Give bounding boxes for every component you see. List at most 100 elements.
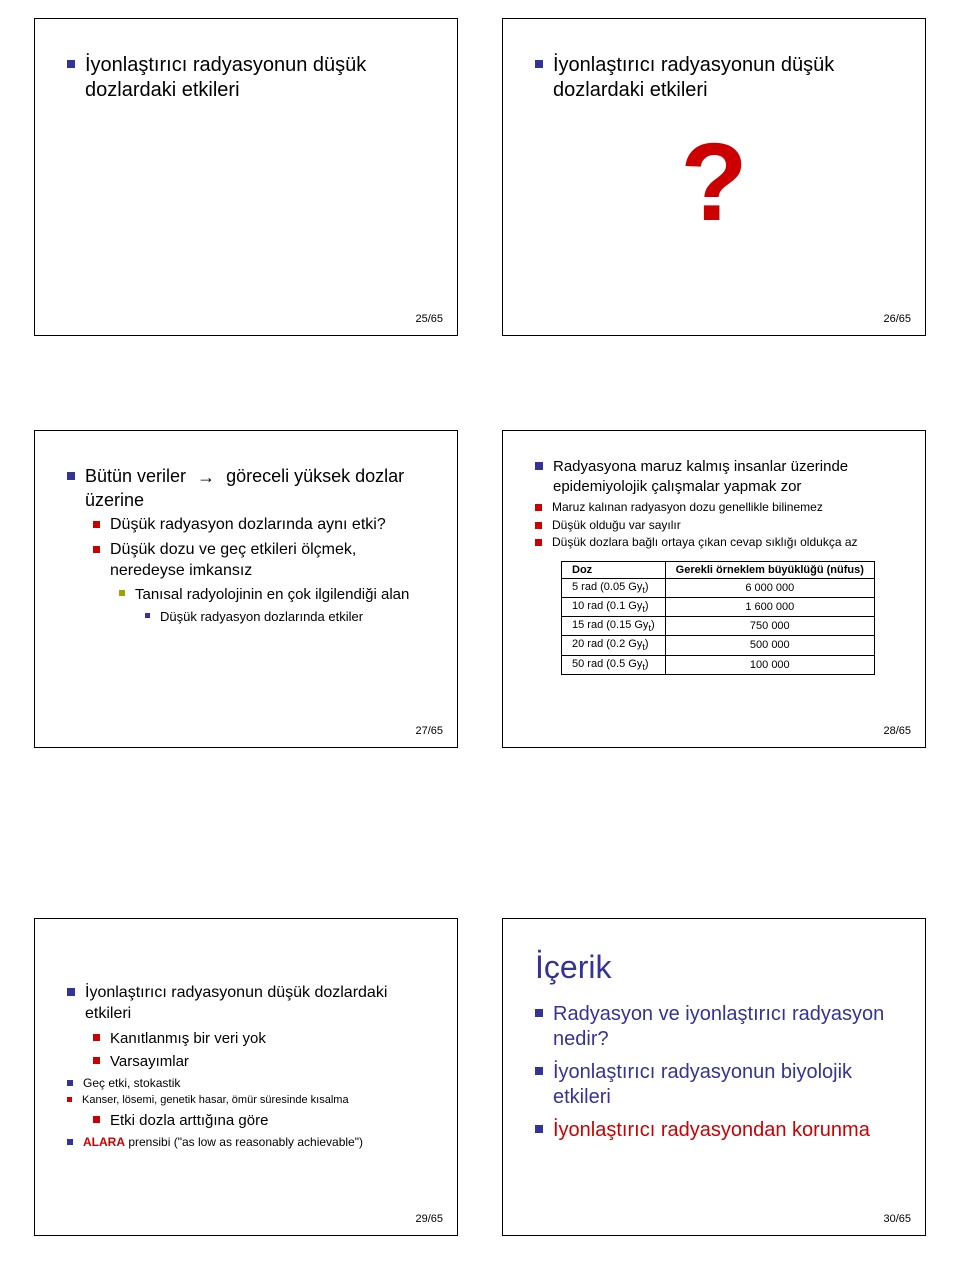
bullet-text: Kanser, lösemi, genetik hasar, ömür süre… — [82, 1093, 349, 1107]
sample-size-table: Doz Gerekli örneklem büyüklüğü (nüfus) 5… — [561, 561, 875, 675]
square-bullet-icon — [67, 1139, 73, 1145]
square-bullet-icon — [67, 988, 75, 996]
bullet-item: Tanısal radyolojinin en çok ilgilendiği … — [119, 585, 425, 605]
bullet-item: İyonlaştırıcı radyasyonun düşük dozlarda… — [67, 983, 425, 1025]
bullet-item: Etki dozla arttığına göre — [93, 1111, 425, 1131]
slide-27: Bütün veriler → göreceli yüksek dozlar ü… — [34, 430, 458, 748]
page-number: 30/65 — [883, 1213, 911, 1225]
square-bullet-icon — [93, 546, 100, 553]
square-bullet-icon — [67, 472, 75, 480]
page-number: 29/65 — [415, 1213, 443, 1225]
bullet-text: İyonlaştırıcı radyasyonun düşük dozlarda… — [85, 983, 425, 1025]
bullet-text: Düşük radyasyon dozlarında aynı etki? — [110, 515, 386, 536]
bullet-item: İyonlaştırıcı radyasyonun biyolojik etki… — [535, 1060, 893, 1110]
table-row: 10 rad (0.1 Gyt)1 600 000 — [562, 597, 875, 616]
table-cell: 100 000 — [665, 655, 874, 674]
slide-25: İyonlaştırıcı radyasyonun düşük dozlarda… — [34, 18, 458, 336]
bullet-text: Geç etki, stokastik — [83, 1076, 180, 1092]
table-cell: 20 rad (0.2 Gyt) — [562, 636, 666, 655]
square-bullet-icon — [535, 1067, 543, 1075]
square-bullet-icon — [535, 522, 542, 529]
bullet-text: Düşük olduğu var sayılır — [552, 518, 681, 534]
bullet-item: Düşük olduğu var sayılır — [535, 518, 893, 534]
text-part: Bütün veriler — [85, 466, 186, 486]
bullet-text: Düşük dozu ve geç etkileri ölçmek, nered… — [110, 540, 425, 582]
square-bullet-icon — [535, 1125, 543, 1133]
bullet-item: Kanıtlanmış bir veri yok — [93, 1029, 425, 1049]
square-bullet-icon — [93, 1057, 100, 1064]
table-row: 15 rad (0.15 Gyt)750 000 — [562, 617, 875, 636]
bullet-text: ALARA prensibi ("as low as reasonably ac… — [83, 1135, 363, 1151]
table-header: Gerekli örneklem büyüklüğü (nüfus) — [665, 561, 874, 578]
table-cell: 750 000 — [665, 617, 874, 636]
bullet-item: Düşük dozlara bağlı ortaya çıkan cevap s… — [535, 535, 893, 551]
bullet-item: Geç etki, stokastik — [67, 1076, 425, 1092]
bullet-text: İyonlaştırıcı radyasyonun düşük dozlarda… — [85, 53, 425, 103]
bullet-text: İyonlaştırıcı radyasyonun biyolojik etki… — [553, 1060, 893, 1110]
square-bullet-icon — [119, 590, 125, 596]
slide-title: İçerik — [535, 949, 893, 986]
table-body: 5 rad (0.05 Gyt)6 000 00010 rad (0.1 Gyt… — [562, 578, 875, 674]
square-bullet-icon — [535, 539, 542, 546]
alara-desc: prensibi ("as low as reasonably achievab… — [125, 1135, 363, 1149]
bullet-text: Varsayımlar — [110, 1052, 189, 1072]
square-bullet-icon — [67, 1080, 73, 1086]
bullet-text: Maruz kalınan radyasyon dozu genellikle … — [552, 500, 823, 516]
table-cell: 15 rad (0.15 Gyt) — [562, 617, 666, 636]
table-cell: 5 rad (0.05 Gyt) — [562, 578, 666, 597]
table-row: 50 rad (0.5 Gyt)100 000 — [562, 655, 875, 674]
bullet-item: Düşük radyasyon dozlarında etkiler — [145, 609, 425, 626]
bullet-item: Kanser, lösemi, genetik hasar, ömür süre… — [67, 1093, 425, 1107]
bullet-text: İyonlaştırıcı radyasyonun düşük dozlarda… — [553, 53, 893, 103]
handout-page: İyonlaştırıcı radyasyonun düşük dozlarda… — [0, 0, 960, 1277]
bullet-text: Tanısal radyolojinin en çok ilgilendiği … — [135, 585, 409, 605]
square-bullet-icon — [535, 1009, 543, 1017]
square-bullet-icon — [67, 60, 75, 68]
table-cell: 10 rad (0.1 Gyt) — [562, 597, 666, 616]
page-number: 28/65 — [883, 725, 911, 737]
slide-30: İçerik Radyasyon ve iyonlaştırıcı radyas… — [502, 918, 926, 1236]
bullet-item: İyonlaştırıcı radyasyondan korunma — [535, 1118, 893, 1143]
arrow-icon: → — [197, 466, 215, 489]
page-number: 26/65 — [883, 313, 911, 325]
table-cell: 50 rad (0.5 Gyt) — [562, 655, 666, 674]
page-number: 25/65 — [415, 313, 443, 325]
bullet-text: Radyasyon ve iyonlaştırıcı radyasyon ned… — [553, 1002, 893, 1052]
square-bullet-icon — [93, 521, 100, 528]
bullet-item: İyonlaştırıcı radyasyonun düşük dozlarda… — [535, 53, 893, 103]
page-number: 27/65 — [415, 725, 443, 737]
square-bullet-icon — [93, 1116, 100, 1123]
bullet-text: Düşük radyasyon dozlarında etkiler — [160, 609, 363, 626]
question-mark: ? — [535, 128, 893, 238]
bullet-item: Düşük dozu ve geç etkileri ölçmek, nered… — [93, 540, 425, 582]
square-bullet-icon — [67, 1097, 72, 1102]
bullet-text: Bütün veriler → göreceli yüksek dozlar ü… — [85, 465, 425, 511]
table-cell: 500 000 — [665, 636, 874, 655]
table-row: 20 rad (0.2 Gyt)500 000 — [562, 636, 875, 655]
slide-29: İyonlaştırıcı radyasyonun düşük dozlarda… — [34, 918, 458, 1236]
square-bullet-icon — [535, 504, 542, 511]
bullet-text: Radyasyona maruz kalmış insanlar üzerind… — [553, 457, 893, 496]
bullet-item: İyonlaştırıcı radyasyonun düşük dozlarda… — [67, 53, 425, 103]
bullet-text: İyonlaştırıcı radyasyondan korunma — [553, 1118, 870, 1143]
bullet-item: Düşük radyasyon dozlarında aynı etki? — [93, 515, 425, 536]
bullet-item: Radyasyona maruz kalmış insanlar üzerind… — [535, 457, 893, 496]
square-bullet-icon — [535, 60, 543, 68]
bullet-item: Maruz kalınan radyasyon dozu genellikle … — [535, 500, 893, 516]
bullet-text: Kanıtlanmış bir veri yok — [110, 1029, 266, 1049]
table-header: Doz — [562, 561, 666, 578]
slide-28: Radyasyona maruz kalmış insanlar üzerind… — [502, 430, 926, 748]
bullet-text: Etki dozla arttığına göre — [110, 1111, 268, 1131]
bullet-text: Düşük dozlara bağlı ortaya çıkan cevap s… — [552, 535, 858, 551]
alara-label: ALARA — [83, 1135, 125, 1149]
table-cell: 1 600 000 — [665, 597, 874, 616]
square-bullet-icon — [535, 462, 543, 470]
bullet-item: Bütün veriler → göreceli yüksek dozlar ü… — [67, 465, 425, 511]
table-cell: 6 000 000 — [665, 578, 874, 597]
bullet-item: ALARA prensibi ("as low as reasonably ac… — [67, 1135, 425, 1151]
square-bullet-icon — [93, 1034, 100, 1041]
table-row: 5 rad (0.05 Gyt)6 000 000 — [562, 578, 875, 597]
square-bullet-icon — [145, 613, 150, 618]
bullet-item: Radyasyon ve iyonlaştırıcı radyasyon ned… — [535, 1002, 893, 1052]
bullet-item: Varsayımlar — [93, 1052, 425, 1072]
